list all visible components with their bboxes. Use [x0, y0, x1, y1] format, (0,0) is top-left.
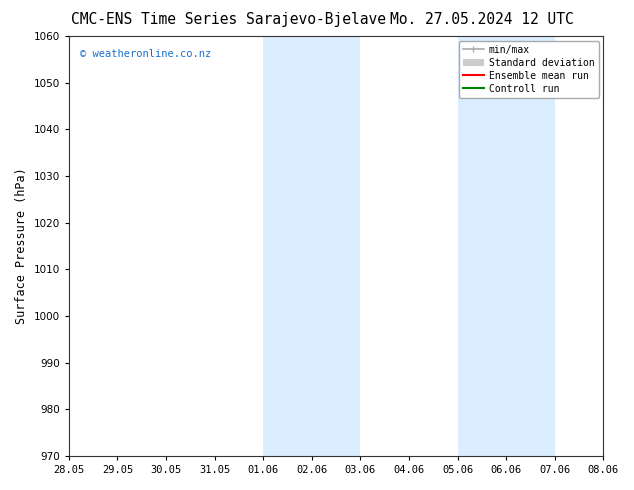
Text: © weatheronline.co.nz: © weatheronline.co.nz — [79, 49, 210, 59]
Text: CMC-ENS Time Series Sarajevo-Bjelave: CMC-ENS Time Series Sarajevo-Bjelave — [71, 12, 385, 27]
Y-axis label: Surface Pressure (hPa): Surface Pressure (hPa) — [15, 168, 28, 324]
Legend: min/max, Standard deviation, Ensemble mean run, Controll run: min/max, Standard deviation, Ensemble me… — [459, 41, 598, 98]
Bar — [263, 36, 360, 456]
Bar — [458, 36, 555, 456]
Text: Mo. 27.05.2024 12 UTC: Mo. 27.05.2024 12 UTC — [390, 12, 574, 27]
